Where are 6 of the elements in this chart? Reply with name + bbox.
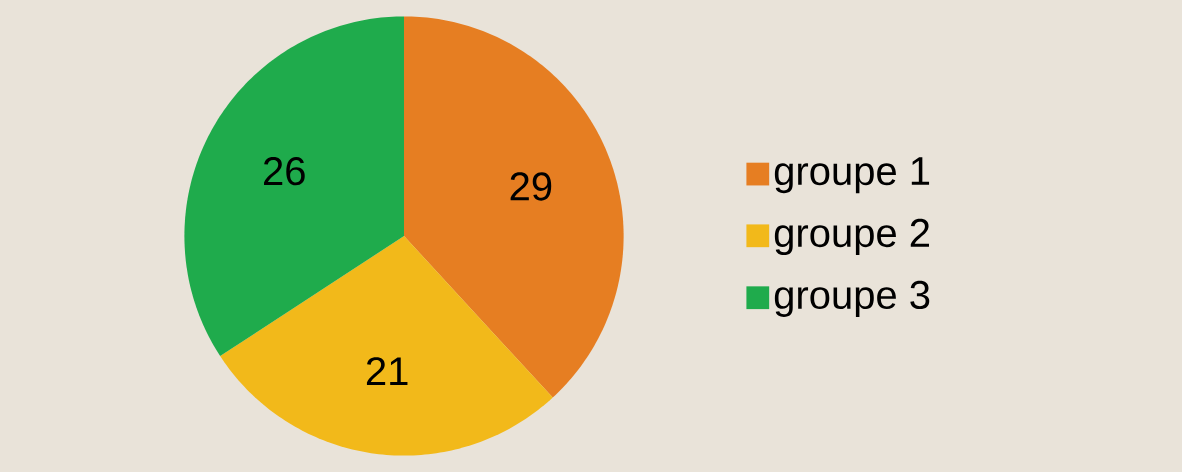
data-label: 21 — [366, 357, 408, 386]
legend-label: groupe 1 — [774, 157, 930, 194]
legend-label: groupe 3 — [774, 280, 930, 317]
data-label: 26 — [264, 157, 305, 186]
legend-label: groupe 2 — [774, 218, 929, 256]
data-label: 29 — [510, 172, 552, 201]
